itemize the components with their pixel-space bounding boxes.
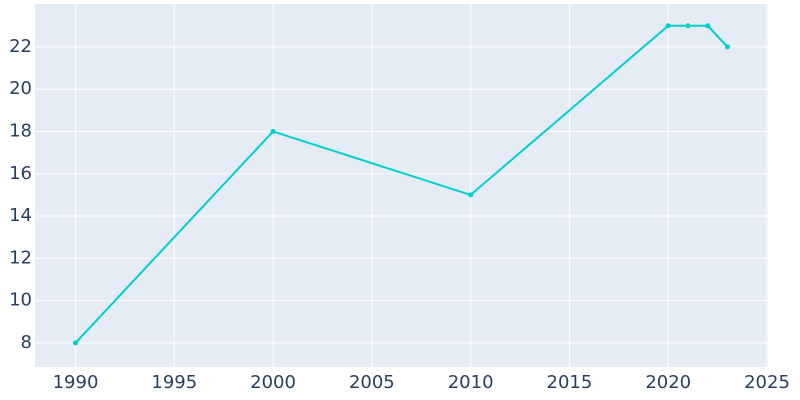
y-tick-label: 10 <box>9 290 32 311</box>
y-tick-label: 20 <box>9 78 32 99</box>
point <box>468 192 474 198</box>
point <box>724 44 730 50</box>
y-tick-label: 12 <box>9 247 32 268</box>
x-tick-label: 2015 <box>547 372 593 393</box>
x-tick-label: 2020 <box>645 372 691 393</box>
x-tick-label: 1995 <box>151 372 197 393</box>
point <box>73 340 79 346</box>
point <box>705 23 711 29</box>
x-tick-label: 1990 <box>53 372 99 393</box>
point <box>665 23 671 29</box>
x-tick-label: 2010 <box>448 372 494 393</box>
y-tick-label: 22 <box>9 36 32 57</box>
point <box>685 23 691 29</box>
y-tick-label: 16 <box>9 163 32 184</box>
x-tick-label: 2025 <box>744 372 790 393</box>
y-tick-label: 8 <box>21 332 32 353</box>
y-tick-label: 18 <box>9 120 32 141</box>
x-tick-label: 2005 <box>349 372 395 393</box>
point <box>270 128 276 134</box>
x-tick-label: 2000 <box>250 372 296 393</box>
y-tick-label: 14 <box>9 205 32 226</box>
plot-area <box>35 4 768 367</box>
